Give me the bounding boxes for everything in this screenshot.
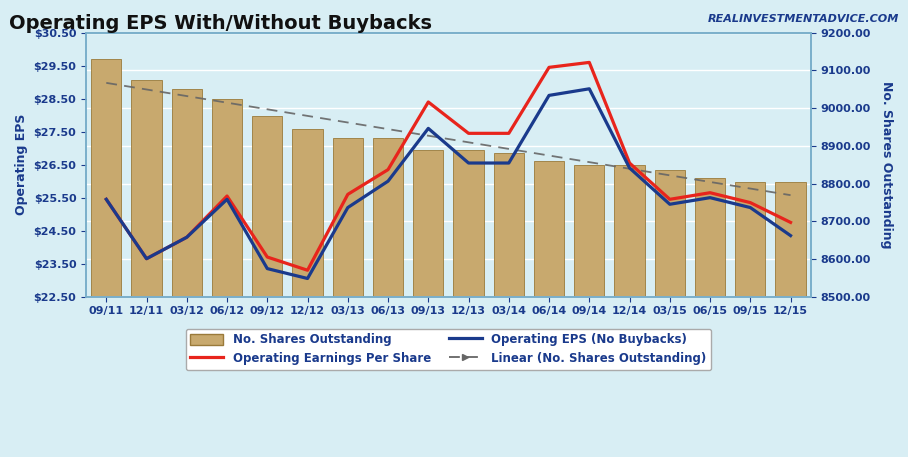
Bar	[494, 154, 524, 457]
Bar	[373, 138, 403, 457]
Bar	[453, 149, 484, 457]
Bar	[252, 116, 282, 457]
Bar	[655, 170, 685, 457]
Text: REALINVESTMENTADVICE.COM: REALINVESTMENTADVICE.COM	[707, 14, 899, 24]
Bar	[413, 149, 443, 457]
Text: Operating EPS With/Without Buybacks: Operating EPS With/Without Buybacks	[9, 14, 432, 33]
Bar	[332, 138, 363, 457]
Bar	[615, 165, 645, 457]
Bar	[735, 181, 765, 457]
Bar	[574, 165, 605, 457]
Bar	[132, 80, 162, 457]
Y-axis label: No. Shares Outstanding: No. Shares Outstanding	[880, 81, 893, 249]
Bar	[695, 178, 725, 457]
Bar	[775, 181, 805, 457]
Bar	[212, 99, 242, 457]
Bar	[91, 59, 122, 457]
Legend: No. Shares Outstanding, Operating Earnings Per Share, Operating EPS (No Buybacks: No. Shares Outstanding, Operating Earnin…	[185, 329, 711, 370]
Y-axis label: Operating EPS: Operating EPS	[15, 114, 28, 215]
Bar	[172, 89, 202, 457]
Bar	[292, 129, 322, 457]
Bar	[534, 161, 564, 457]
